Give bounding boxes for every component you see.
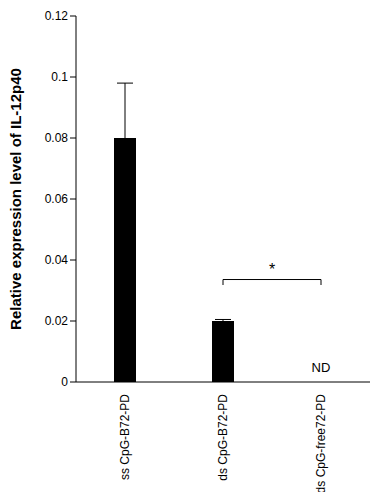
svg-text:0.08: 0.08 [45,131,69,145]
svg-text:ds CpG-free72-PD: ds CpG-free72-PD [314,394,328,492]
svg-text:0.04: 0.04 [45,253,69,267]
svg-text:ND: ND [312,360,331,375]
svg-text:0.06: 0.06 [45,192,69,206]
svg-text:ds CpG-B72-PD: ds CpG-B72-PD [216,394,230,481]
svg-text:0: 0 [61,375,68,389]
svg-text:ss CpG-B72-PD: ss CpG-B72-PD [118,394,132,480]
svg-text:0.12: 0.12 [45,9,69,23]
svg-text:*: * [269,261,275,278]
svg-text:Relative expression level of I: Relative expression level of IL-12p40 [8,68,24,330]
svg-text:0.1: 0.1 [51,70,68,84]
svg-text:0.02: 0.02 [45,314,69,328]
